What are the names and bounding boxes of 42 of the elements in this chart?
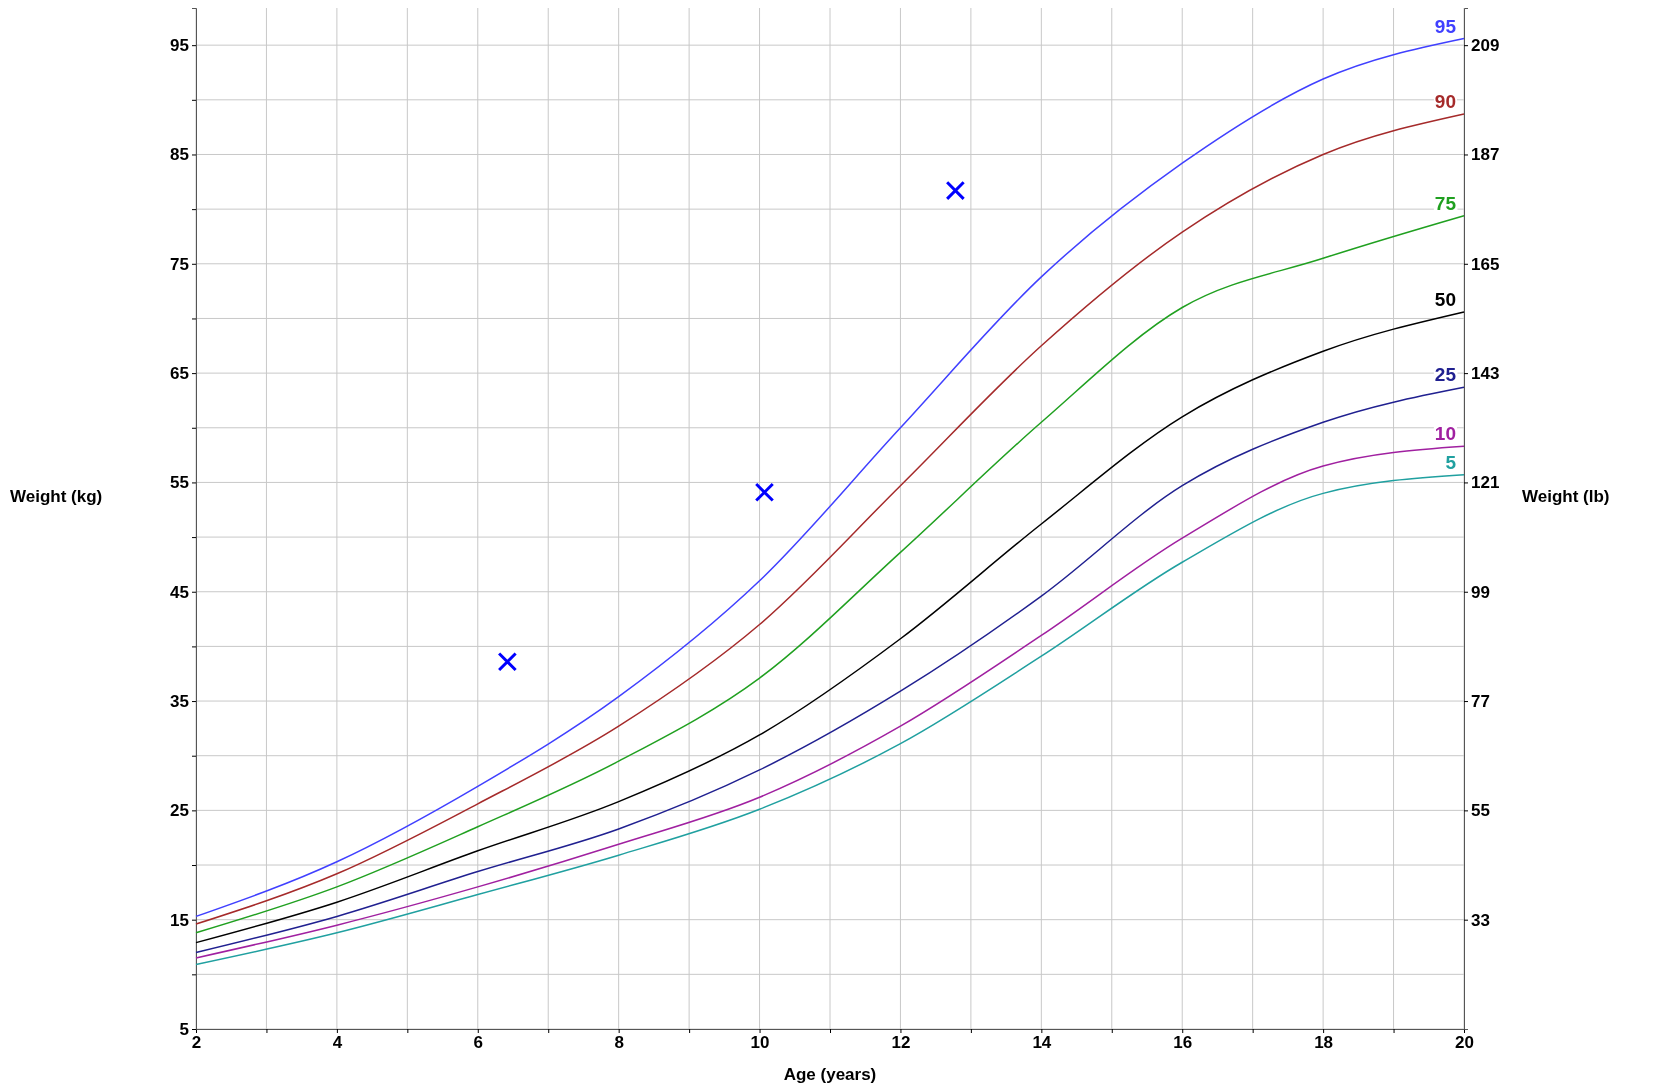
series-label: 10 (1434, 423, 1456, 445)
y2-tick-label: 121 (1471, 473, 1500, 493)
y-tick-label: 55 (170, 473, 189, 493)
x-tick-label: 2 (191, 1033, 202, 1053)
y-tick-label: 45 (170, 582, 189, 602)
x-tick-label: 20 (1455, 1033, 1474, 1053)
x-tick-label: 18 (1314, 1033, 1334, 1053)
y2-tick-label: 33 (1471, 910, 1490, 930)
x-tick-label: 4 (332, 1033, 343, 1053)
point (497, 651, 518, 672)
series-label: 50 (1434, 288, 1456, 310)
point (945, 180, 966, 201)
series-label: 5 (1445, 451, 1457, 473)
series-label: 95 (1434, 15, 1457, 37)
y2-tick-label: 187 (1471, 145, 1500, 165)
y2-tick-label: 209 (1471, 36, 1500, 56)
y2-tick-label: 143 (1471, 364, 1500, 384)
y2-tick-label: 77 (1471, 692, 1490, 711)
y-axis-title: Weight (kg) (10, 487, 103, 507)
y-tick-label: 25 (170, 801, 189, 821)
x-tick-label: 10 (750, 1033, 770, 1053)
y-tick-label: 5 (179, 1019, 189, 1039)
y2-axis-title: Weight (lb) (1522, 487, 1610, 507)
y-tick-label: 35 (170, 692, 189, 711)
y2-tick-label: 99 (1471, 582, 1490, 602)
y-tick-label: 65 (170, 364, 189, 384)
x-tick-label: 14 (1032, 1033, 1052, 1053)
series-label: 75 (1434, 192, 1457, 214)
point (754, 482, 775, 503)
series-label: 90 (1434, 91, 1456, 113)
y-tick-label: 75 (170, 254, 189, 274)
y-tick-label: 95 (170, 36, 189, 56)
x-tick-label: 12 (891, 1033, 911, 1053)
y2-tick-label: 55 (1471, 801, 1490, 821)
series-label: 25 (1434, 364, 1457, 386)
y2-tick-label: 165 (1471, 254, 1500, 274)
x-tick-label: 8 (614, 1033, 624, 1053)
x-tick-label: 16 (1173, 1033, 1193, 1053)
y-tick-label: 85 (170, 145, 189, 165)
y-tick-label: 15 (170, 910, 189, 930)
x-axis-title: Age (years) (783, 1065, 877, 1084)
x-tick-label: 6 (473, 1033, 484, 1053)
